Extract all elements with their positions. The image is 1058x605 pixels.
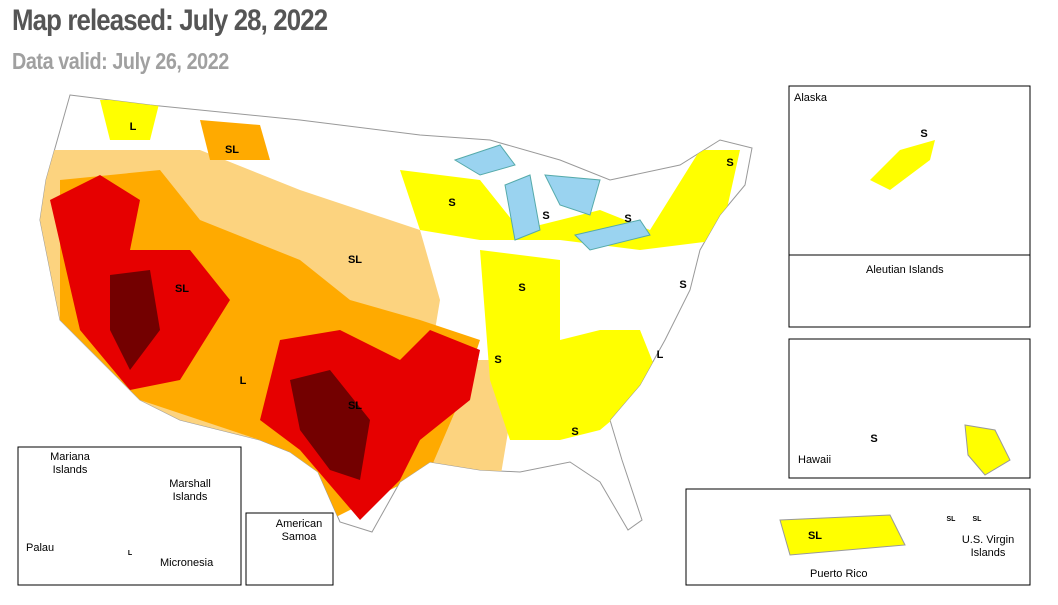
inset-label: Hawaii (798, 454, 832, 466)
hawaii-island (964, 424, 1011, 476)
impact-label: S (494, 354, 501, 366)
impact-label: SL (348, 400, 362, 412)
impact-label: S (448, 197, 455, 209)
impact-label: L (128, 550, 133, 557)
drought-areas (40, 100, 740, 520)
inset-label: Puerto Rico (810, 568, 868, 580)
impact-label: S (624, 213, 631, 225)
island-label: Marshall Islands (169, 478, 211, 503)
impact-label: L (130, 121, 137, 133)
inset-label: Aleutian Islands (866, 264, 944, 276)
impact-label: SL (175, 283, 189, 295)
impact-label: SL (973, 516, 983, 523)
impact-label: L (657, 349, 664, 361)
impact-label: S (679, 279, 686, 291)
inset-label: American Samoa (275, 518, 323, 543)
impact-label: SL (225, 144, 239, 156)
impact-label: S (542, 210, 549, 222)
impact-label: S (870, 433, 877, 445)
island-label: Palau (26, 542, 55, 554)
inset-label: Alaska (794, 92, 828, 104)
impact-label: SL (947, 516, 957, 523)
impact-label: S (726, 157, 733, 169)
lake (453, 144, 651, 251)
alaska-drought (870, 140, 935, 190)
puerto-rico (779, 514, 906, 556)
impact-label: S (518, 282, 525, 294)
island-label: Micronesia (160, 557, 214, 569)
impact-label: SL (808, 530, 822, 542)
impact-label: SL (348, 254, 362, 266)
island-label: Mariana Islands (50, 451, 90, 476)
inset-label: U.S. Virgin Islands (961, 534, 1015, 559)
impact-label: S (571, 426, 578, 438)
subtitle: Data valid: July 26, 2022 (12, 48, 229, 74)
impact-label: L (240, 375, 247, 387)
title: Map released: July 28, 2022 (12, 4, 328, 37)
impact-label: S (920, 128, 927, 140)
